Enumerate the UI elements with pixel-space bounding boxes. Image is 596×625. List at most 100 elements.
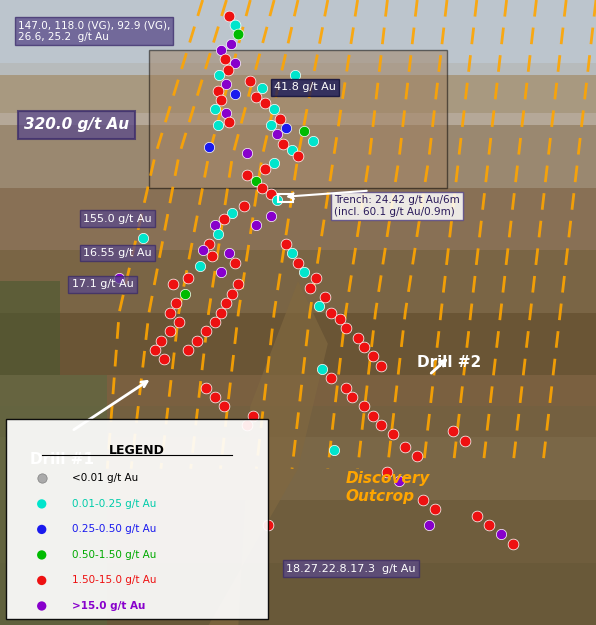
Bar — [0, 250, 596, 312]
Point — [216, 267, 225, 277]
Point — [326, 373, 336, 383]
Point — [243, 148, 252, 158]
Point — [37, 499, 46, 509]
Polygon shape — [209, 281, 328, 625]
Point — [257, 182, 267, 192]
Bar — [0, 0, 596, 62]
Point — [37, 550, 46, 560]
Point — [114, 273, 124, 283]
Point — [226, 39, 236, 49]
Bar — [0, 125, 596, 188]
Point — [317, 364, 327, 374]
Point — [252, 92, 261, 102]
Polygon shape — [0, 281, 60, 375]
FancyBboxPatch shape — [149, 50, 447, 187]
Point — [207, 251, 216, 261]
Point — [412, 451, 422, 461]
Bar — [0, 406, 596, 625]
Point — [240, 201, 249, 211]
Point — [231, 258, 240, 268]
Text: 41.8 g/t Au: 41.8 g/t Au — [274, 82, 336, 92]
Point — [359, 401, 368, 411]
Text: 0.25-0.50 g/t Au: 0.25-0.50 g/t Au — [72, 524, 156, 534]
Polygon shape — [0, 375, 107, 625]
Point — [234, 29, 243, 39]
Point — [210, 220, 219, 230]
Point — [496, 529, 505, 539]
Point — [368, 411, 377, 421]
Text: <0.01 g/t Au: <0.01 g/t Au — [72, 473, 138, 483]
Point — [219, 214, 228, 224]
Text: 16.55 g/t Au: 16.55 g/t Au — [83, 248, 152, 258]
Point — [260, 98, 270, 108]
Point — [216, 95, 225, 105]
Point — [213, 86, 222, 96]
Bar — [0, 562, 596, 625]
Point — [228, 289, 237, 299]
Point — [37, 524, 46, 534]
Bar — [0, 438, 596, 500]
Point — [213, 229, 222, 239]
Point — [460, 436, 470, 446]
Point — [299, 267, 309, 277]
Point — [231, 20, 240, 30]
Point — [168, 279, 178, 289]
Point — [290, 70, 300, 80]
Point — [252, 176, 261, 186]
Point — [204, 239, 213, 249]
Text: Trench: 24.42 g/t Au/6m
(incl. 60.1 g/t Au/0.9m): Trench: 24.42 g/t Au/6m (incl. 60.1 g/t … — [334, 196, 460, 217]
Point — [299, 126, 309, 136]
Point — [234, 279, 243, 289]
Point — [359, 342, 368, 352]
Point — [401, 442, 410, 452]
Point — [37, 601, 46, 611]
Point — [368, 351, 377, 361]
Point — [37, 576, 46, 586]
Point — [484, 520, 493, 530]
Bar — [0, 375, 596, 438]
Text: >15.0 g/t Au: >15.0 g/t Au — [72, 601, 145, 611]
Point — [204, 142, 213, 152]
Text: 147.0, 118.0 (VG), 92.9 (VG),
26.6, 25.2  g/t Au: 147.0, 118.0 (VG), 92.9 (VG), 26.6, 25.2… — [18, 21, 170, 42]
Point — [281, 239, 291, 249]
Point — [222, 79, 231, 89]
Point — [347, 392, 356, 402]
Point — [210, 392, 219, 402]
Point — [266, 189, 276, 199]
Point — [266, 211, 276, 221]
Point — [228, 208, 237, 217]
Point — [216, 45, 225, 55]
Point — [231, 58, 240, 68]
Point — [395, 476, 404, 486]
Point — [195, 261, 204, 271]
Text: 0.01-0.25 g/t Au: 0.01-0.25 g/t Au — [72, 499, 156, 509]
Point — [174, 317, 184, 327]
Point — [201, 382, 210, 392]
Point — [180, 289, 190, 299]
Point — [215, 70, 224, 80]
Point — [37, 473, 46, 483]
Point — [225, 117, 234, 127]
Point — [221, 54, 230, 64]
Point — [165, 326, 175, 336]
Point — [249, 411, 258, 421]
Text: LEGEND: LEGEND — [109, 444, 165, 457]
Bar — [0, 62, 596, 125]
Point — [222, 298, 231, 308]
Bar — [0, 500, 596, 562]
Point — [389, 429, 398, 439]
Text: 0.50-1.50 g/t Au: 0.50-1.50 g/t Au — [72, 550, 156, 560]
Point — [231, 89, 240, 99]
Point — [377, 361, 386, 371]
Point — [210, 104, 219, 114]
FancyBboxPatch shape — [6, 419, 268, 619]
Point — [383, 467, 392, 477]
Point — [448, 426, 458, 436]
Point — [243, 170, 252, 180]
Text: 17.1 g/t Au: 17.1 g/t Au — [72, 279, 134, 289]
Point — [201, 326, 210, 336]
Point — [326, 308, 336, 318]
Point — [287, 248, 297, 258]
Point — [269, 158, 279, 168]
Point — [210, 317, 219, 327]
